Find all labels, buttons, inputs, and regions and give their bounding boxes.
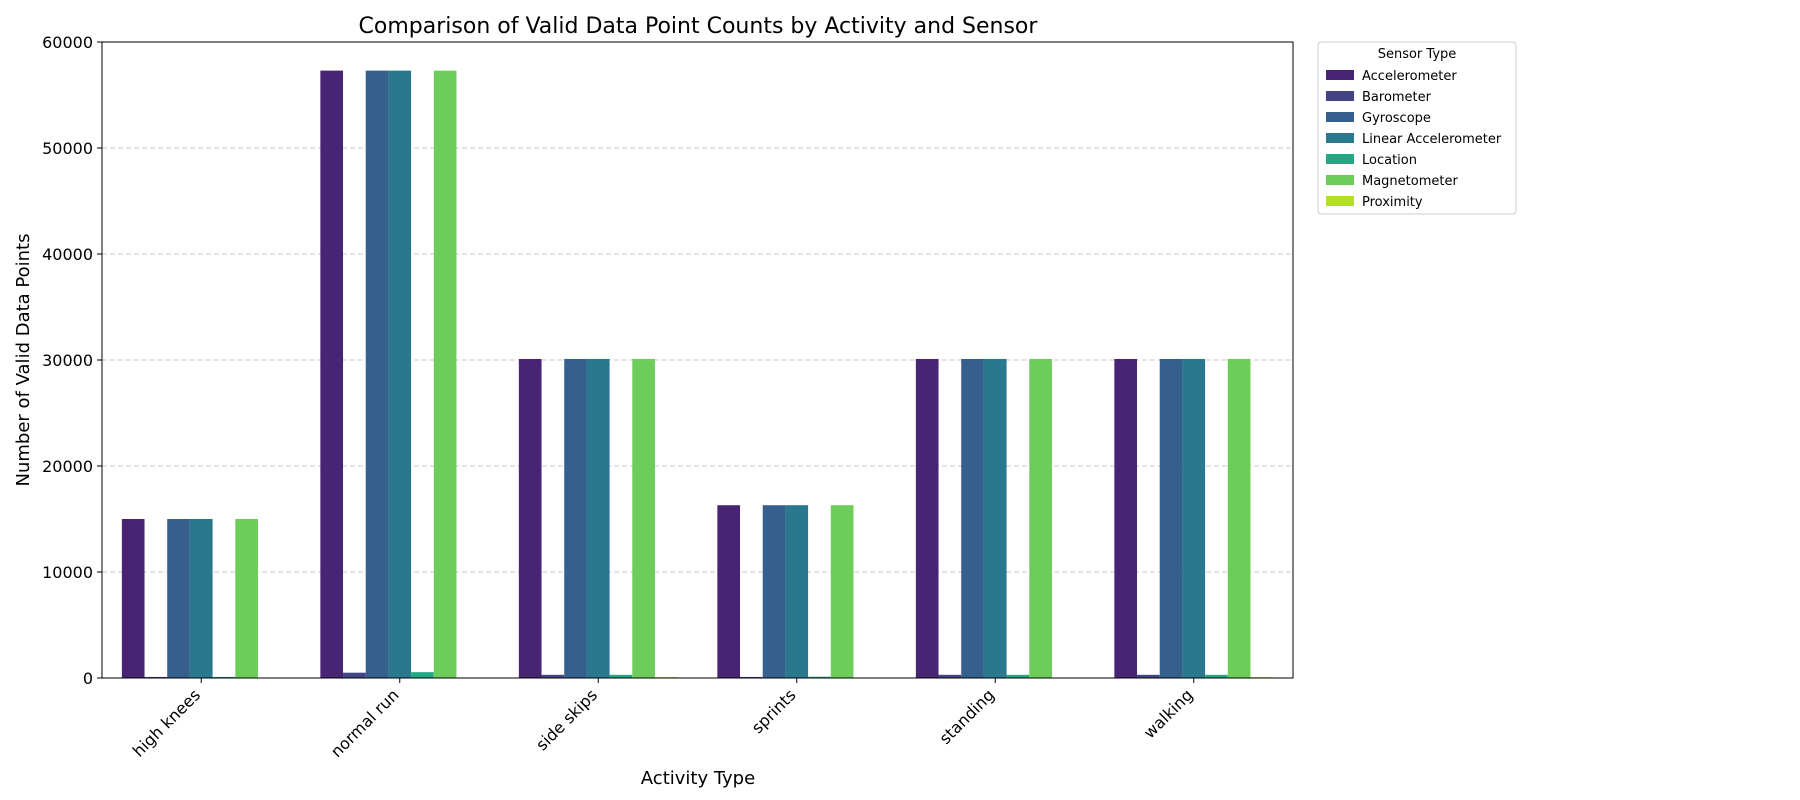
bar-1-4 xyxy=(411,672,434,678)
bar-4-1 xyxy=(938,674,962,678)
legend-swatch xyxy=(1326,91,1354,101)
legend-label: Magnetometer xyxy=(1362,174,1458,189)
bar-2-3 xyxy=(586,358,610,678)
bar-0-4 xyxy=(212,676,236,678)
x-axis: high knees normal run side skips sprints sta… xyxy=(129,678,1197,761)
bar-3-1 xyxy=(740,676,763,678)
bar-4-2 xyxy=(961,358,984,678)
legend-label: Gyroscope xyxy=(1362,111,1431,126)
bar-4-4 xyxy=(1006,674,1030,678)
bars xyxy=(121,70,1274,679)
x-tick-label: normal run xyxy=(327,685,403,761)
bar-1-0 xyxy=(320,70,344,679)
grid-lines xyxy=(102,147,1293,573)
y-tick-label: 30000 xyxy=(42,351,93,370)
bar-0-1 xyxy=(144,676,168,678)
x-tick-label: walking xyxy=(1140,685,1197,742)
x-tick-label: side skips xyxy=(532,685,601,754)
y-tick-label: 0 xyxy=(83,669,93,688)
bar-2-2 xyxy=(564,358,587,678)
x-axis-label: Activity Type xyxy=(641,768,755,789)
y-tick-label: 50000 xyxy=(42,139,93,158)
bar-3-3 xyxy=(785,505,809,678)
legend-label: Location xyxy=(1362,153,1417,168)
bar-5-4 xyxy=(1205,674,1228,678)
bar-0-5 xyxy=(235,519,258,678)
bar-5-0 xyxy=(1114,358,1138,678)
bar-2-4 xyxy=(609,674,633,678)
bar-1-3 xyxy=(388,70,412,679)
x-tick-label: standing xyxy=(936,685,999,748)
legend-swatch xyxy=(1326,112,1354,122)
legend: Sensor Type Accelerometer Barometer Gyrosc… xyxy=(1317,41,1517,215)
bar-0-0 xyxy=(121,519,145,678)
bar-5-2 xyxy=(1159,358,1183,678)
bar-1-5 xyxy=(433,70,457,679)
bar-1-1 xyxy=(343,672,366,678)
bar-0-2 xyxy=(167,519,190,678)
bar-4-5 xyxy=(1029,358,1052,678)
bar-1-2 xyxy=(365,70,389,679)
bar-5-3 xyxy=(1182,358,1206,678)
bar-3-4 xyxy=(808,676,831,678)
y-axis-label: Number of Valid Data Points xyxy=(13,234,34,487)
y-tick-label: 60000 xyxy=(42,33,93,52)
legend-label: Linear Accelerometer xyxy=(1362,132,1502,147)
legend-title: Sensor Type xyxy=(1378,47,1457,62)
x-tick-label: sprints xyxy=(748,685,800,737)
legend-label: Accelerometer xyxy=(1362,69,1457,84)
y-tick-label: 20000 xyxy=(42,457,93,476)
bar-3-0 xyxy=(717,505,741,678)
bar-3-5 xyxy=(830,505,854,678)
y-axis: 0 10000 20000 30000 40000 50000 60000 xyxy=(42,33,102,688)
bar-2-1 xyxy=(541,674,565,678)
legend-label: Barometer xyxy=(1362,90,1432,105)
legend-swatch xyxy=(1326,196,1354,206)
chart-title: Comparison of Valid Data Point Counts by… xyxy=(359,14,1039,39)
bar-2-0 xyxy=(518,358,542,678)
legend-items: Accelerometer Barometer Gyroscope Linear Ac… xyxy=(1326,69,1502,210)
bar-4-3 xyxy=(983,358,1007,678)
bar-4-0 xyxy=(915,358,939,678)
bar-5-1 xyxy=(1137,674,1160,678)
bar-5-5 xyxy=(1227,358,1251,678)
legend-swatch xyxy=(1326,154,1354,164)
y-tick-label: 10000 xyxy=(42,563,93,582)
legend-label: Proximity xyxy=(1362,195,1423,210)
bar-0-3 xyxy=(189,519,213,678)
legend-swatch xyxy=(1326,133,1354,143)
y-tick-label: 40000 xyxy=(42,245,93,264)
legend-swatch xyxy=(1326,70,1354,80)
legend-swatch xyxy=(1326,175,1354,185)
bar-3-2 xyxy=(762,505,786,678)
x-tick-label: high knees xyxy=(129,685,204,760)
legend-frame xyxy=(1317,41,1517,215)
bar-2-5 xyxy=(632,358,655,678)
